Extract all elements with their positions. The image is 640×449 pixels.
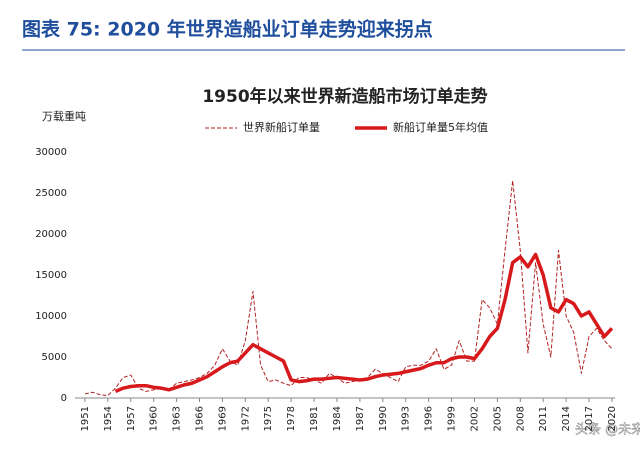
x-tick-label: 1975 <box>263 406 274 431</box>
x-tick-label: 1996 <box>424 406 435 431</box>
y-tick-label: 10000 <box>35 311 67 322</box>
x-tick-label: 2005 <box>492 406 503 431</box>
x-tick-label: 2014 <box>561 406 572 431</box>
x-tick-label: 1978 <box>286 406 297 431</box>
x-tick-label: 1990 <box>378 406 389 431</box>
y-tick-label: 30000 <box>35 147 67 158</box>
x-tick-label: 1969 <box>217 406 228 431</box>
x-tick-label: 2020 <box>607 406 618 431</box>
x-tick-label: 1960 <box>149 406 160 431</box>
y-axis-label: 万载重吨 <box>42 109 86 123</box>
series-line <box>84 180 613 397</box>
x-tick-label: 1984 <box>332 406 343 431</box>
header-title: 图表 75: 2020 年世界造船业订单走势迎来拐点 <box>22 18 433 41</box>
y-tick-label: 0 <box>61 393 67 404</box>
x-tick-label: 2017 <box>584 406 595 431</box>
y-tick-label: 5000 <box>42 352 67 363</box>
y-tick-label: 15000 <box>35 270 67 281</box>
x-tick-label: 1972 <box>240 406 251 431</box>
x-tick-label: 1981 <box>309 406 320 431</box>
legend-label: 新船订单量5年均值 <box>393 120 488 134</box>
chart-title: 1950年以来世界新造船市场订单走势 <box>202 86 487 107</box>
x-tick-label: 2002 <box>469 406 480 431</box>
y-tick-label: 25000 <box>35 188 67 199</box>
x-tick-label: 1963 <box>172 406 183 431</box>
x-tick-label: 1993 <box>401 406 412 431</box>
x-tick-label: 2011 <box>538 406 549 431</box>
legend-label: 世界新船订单量 <box>243 120 320 134</box>
x-tick-label: 1999 <box>447 406 458 431</box>
y-tick-label: 20000 <box>35 229 67 240</box>
x-tick-label: 1954 <box>103 406 114 431</box>
x-tick-label: 2008 <box>515 406 526 431</box>
watermark: 头条 @未来智库 <box>575 422 640 438</box>
x-tick-label: 1966 <box>194 406 205 431</box>
x-tick-label: 1951 <box>80 406 91 431</box>
x-tick-label: 1987 <box>355 406 366 431</box>
series-line <box>114 252 614 394</box>
x-tick-label: 1957 <box>126 406 137 431</box>
